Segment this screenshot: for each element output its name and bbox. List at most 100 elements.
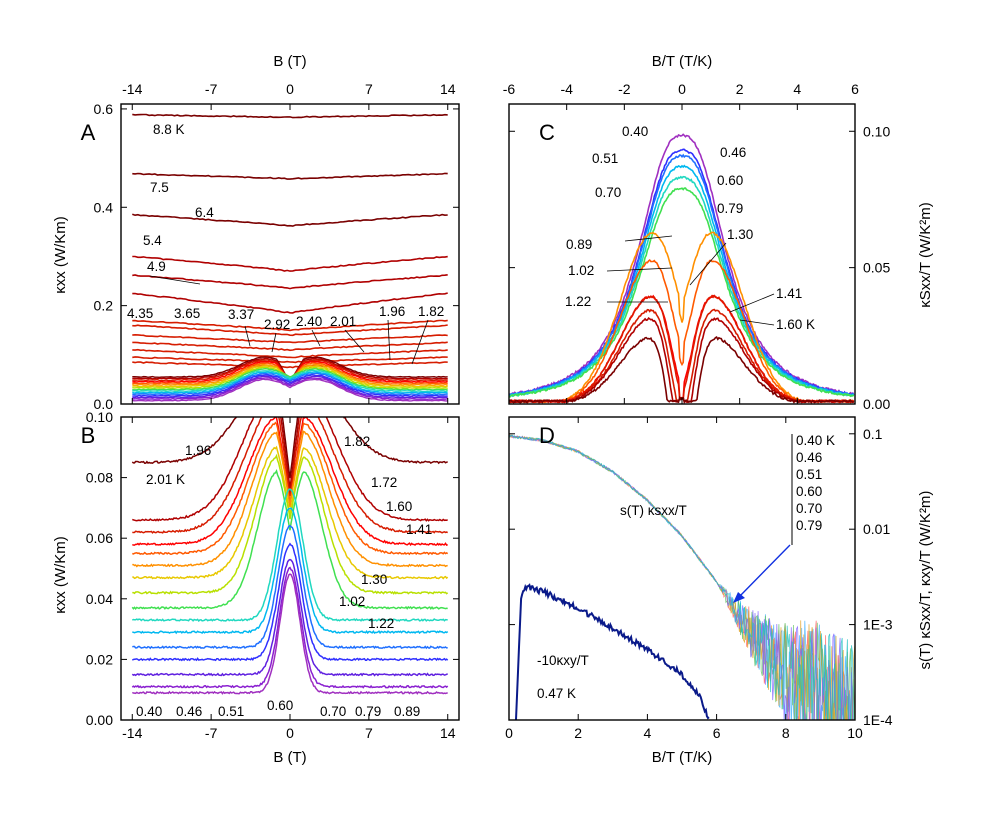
- y-tick-label: 0.02: [86, 651, 113, 667]
- annotation-a: 7.5: [150, 180, 169, 195]
- y-axis-label: κxx (W/Km): [52, 536, 69, 613]
- x-tick-label: 0: [286, 725, 294, 741]
- annotation-a: 1.82: [418, 304, 444, 319]
- annotation-a: 8.8 K: [153, 122, 185, 137]
- x-axis-label-top: B (T): [273, 53, 306, 70]
- x-tick-label: 8: [782, 725, 790, 741]
- annotation-c: 0.70: [595, 185, 621, 200]
- x-tick-label-top: 4: [793, 81, 801, 97]
- curve-b-1.6: [132, 423, 447, 555]
- curve-a-4.9: [132, 275, 447, 289]
- y-axis-label: κxx (W/Km): [52, 216, 69, 293]
- curve-c-0.51: [509, 155, 854, 395]
- y-tick-label-right: 1E-4: [863, 712, 893, 728]
- curve-b-0.51: [132, 560, 447, 676]
- legend-item: 0.60: [796, 484, 822, 499]
- annotation-b: 0.46: [176, 704, 202, 719]
- x-tick-label: 6: [713, 725, 721, 741]
- x-tick-label: 2: [574, 725, 582, 741]
- annotation-b: 0.60: [267, 698, 293, 713]
- x-axis-label: B (T): [273, 749, 306, 766]
- y-tick-label-right: 0.10: [863, 123, 890, 139]
- annotation-a: 2.01: [330, 314, 356, 329]
- annotation-b: 0.40: [136, 704, 162, 719]
- annotation-b: 1.72: [371, 475, 397, 490]
- leader-line: [312, 330, 320, 346]
- panel-c-frame: [509, 104, 855, 404]
- annotation-b: 0.89: [394, 704, 420, 719]
- annotation-c: 1.02: [568, 263, 594, 278]
- y-tick-label: 0.2: [94, 298, 114, 314]
- y-tick-label-right: 0.01: [863, 521, 890, 537]
- annotation-a: 1.96: [379, 304, 405, 319]
- x-tick-label: 0: [505, 725, 513, 741]
- x-tick-label-top: 7: [365, 81, 373, 97]
- x-tick-label: 14: [440, 725, 456, 741]
- annotation-c: 0.60: [717, 173, 743, 188]
- annotation-b: 0.51: [218, 704, 244, 719]
- leader-line: [345, 330, 364, 352]
- curve-c-1.82: [509, 337, 854, 402]
- annotation-c: 1.30: [727, 227, 753, 242]
- panel-label-d: D: [539, 423, 555, 448]
- x-tick-label-top: -4: [560, 81, 573, 97]
- annotation-c: 0.40: [622, 124, 648, 139]
- annotation-c: 0.46: [720, 145, 746, 160]
- x-tick-label-top: -14: [122, 81, 142, 97]
- curve-a-1.82: [132, 362, 447, 368]
- legend-arrow: [738, 545, 790, 598]
- x-tick-label: 10: [847, 725, 863, 741]
- curve-a-2.4: [132, 342, 447, 350]
- curve-c-0.4: [509, 134, 854, 394]
- annotation-b: 1.41: [406, 522, 432, 537]
- annotation-a: 3.65: [174, 306, 200, 321]
- annotation-b: 1.22: [368, 616, 394, 631]
- curve-a-6.4: [132, 214, 447, 226]
- annotation-b: 1.30: [361, 572, 387, 587]
- y-tick-label: 0.08: [86, 470, 113, 486]
- y-tick-label-right: 0.1: [863, 426, 883, 442]
- annotation-b: 1.60: [386, 499, 412, 514]
- x-tick-label-top: 2: [736, 81, 744, 97]
- annotation-a: 4.9: [147, 259, 166, 274]
- x-tick-label-top: 14: [440, 81, 456, 97]
- y-axis-label-right: s(T) κSxx/T, κxy/T (W/K²m): [917, 491, 934, 670]
- annotation-a: 4.35: [127, 306, 153, 321]
- x-tick-label-top: 6: [851, 81, 859, 97]
- legend-item: 0.51: [796, 467, 822, 482]
- legend-item: 0.40 K: [796, 433, 835, 448]
- annotation-d: 0.47 K: [537, 686, 576, 701]
- y-tick-label: 0.00: [86, 712, 113, 728]
- curve-a-7.5: [132, 173, 447, 179]
- curve-a-5.4: [132, 257, 447, 272]
- annotation-a: 2.92: [264, 317, 290, 332]
- x-tick-label: 4: [644, 725, 652, 741]
- annotation-a: 6.4: [195, 205, 214, 220]
- annotation-d: s(T) κsxx/T: [620, 503, 687, 518]
- annotation-b: 0.79: [355, 704, 381, 719]
- annotation-c: 1.41: [776, 286, 802, 301]
- x-tick-label: -14: [122, 725, 142, 741]
- annotation-c: 0.79: [717, 201, 743, 216]
- legend-item: 0.46: [796, 450, 822, 465]
- annotation-a: 2.40: [296, 314, 322, 329]
- annotation-a: 5.4: [143, 233, 162, 248]
- annotation-b: 1.82: [344, 434, 370, 449]
- curve-b-0.46: [132, 568, 447, 688]
- leader-line: [388, 320, 390, 360]
- x-tick-label-top: -2: [618, 81, 631, 97]
- annotation-c: 0.89: [566, 237, 592, 252]
- curve-a-8.8: [132, 114, 447, 117]
- x-axis-label: B/T (T/K): [652, 749, 713, 766]
- y-tick-label-right: 0.05: [863, 260, 890, 276]
- annotation-c: 1.60 K: [776, 317, 815, 332]
- x-tick-label-top: 0: [286, 81, 294, 97]
- panel-label-a: A: [81, 120, 96, 145]
- x-tick-label-top: -7: [205, 81, 218, 97]
- x-tick-label-top: 0: [678, 81, 686, 97]
- y-axis-label-right: κSxx/T (W/K²m): [917, 202, 934, 308]
- annotation-c: 1.22: [565, 294, 591, 309]
- y-tick-label: 0.4: [94, 199, 114, 215]
- leader-line: [245, 326, 250, 346]
- x-axis-label-top: B/T (T/K): [652, 53, 713, 70]
